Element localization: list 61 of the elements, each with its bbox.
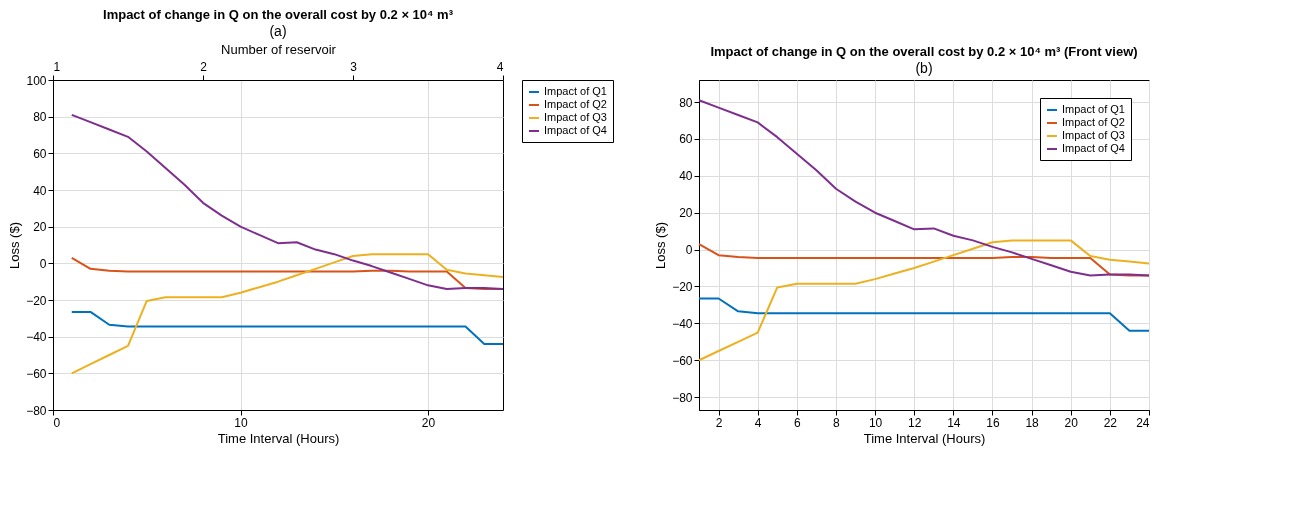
y-tick-label: −60 bbox=[672, 353, 693, 368]
y-tick-label: −20 bbox=[672, 279, 693, 294]
y-tick-label: −80 bbox=[672, 390, 693, 405]
legend-label: Impact of Q3 bbox=[1062, 129, 1125, 141]
x2-tick-label: 2 bbox=[200, 59, 208, 74]
legend-label: Impact of Q2 bbox=[1062, 116, 1125, 128]
line-series bbox=[698, 99, 1150, 277]
x-tick-label: 0 bbox=[53, 415, 61, 430]
y-axis-title: Loss ($) bbox=[653, 222, 669, 269]
x2-axis-title: Number of reservoir bbox=[221, 41, 337, 57]
x-tick-label: 14 bbox=[947, 415, 961, 430]
y-tick-label: 80 bbox=[679, 95, 693, 110]
x-tick-label: 4 bbox=[754, 415, 762, 430]
x-tick-label: 20 bbox=[421, 415, 436, 430]
y-tick-label: −40 bbox=[672, 316, 693, 331]
x2-tick-label: 4 bbox=[496, 59, 504, 74]
y-axis-title: Loss ($) bbox=[7, 222, 23, 269]
x-tick-label: 18 bbox=[1025, 415, 1040, 430]
x-tick-label: 2 bbox=[715, 415, 723, 430]
legend-label: Impact of Q2 bbox=[544, 98, 607, 110]
y-tick-label: 60 bbox=[33, 146, 47, 161]
y-tick-label: 60 bbox=[679, 132, 693, 147]
y-tick-label: 80 bbox=[33, 110, 47, 125]
line-series bbox=[698, 297, 1150, 332]
y-tick-label: 20 bbox=[33, 220, 47, 235]
x2-tick-label: 1 bbox=[53, 59, 61, 74]
line-series bbox=[70, 310, 504, 345]
x-tick-label: 24 bbox=[1136, 415, 1150, 430]
x-tick-label: 10 bbox=[868, 415, 883, 430]
chart-title: Impact of change in Q on the overall cost by 0.2 × 10⁴ m³ bbox=[103, 7, 454, 22]
y-tick-label: −20 bbox=[26, 293, 47, 308]
x-tick-label: 20 bbox=[1064, 415, 1079, 430]
y-tick-label: 100 bbox=[26, 73, 47, 88]
x-tick-label: 22 bbox=[1103, 415, 1118, 430]
y-tick-label: −80 bbox=[26, 403, 47, 418]
line-series bbox=[70, 113, 504, 290]
legend-label: Impact of Q4 bbox=[1062, 142, 1125, 154]
y-tick-label: 0 bbox=[39, 256, 47, 271]
x2-tick-label: 3 bbox=[350, 59, 358, 74]
x-tick-label: 8 bbox=[833, 415, 841, 430]
line-series bbox=[70, 253, 504, 375]
y-tick-label: 40 bbox=[679, 169, 693, 184]
y-tick-label: 0 bbox=[685, 243, 693, 258]
legend-label: Impact of Q1 bbox=[1062, 103, 1125, 115]
x-tick-label: 12 bbox=[908, 415, 922, 430]
x-axis-title: Time Interval (Hours) bbox=[217, 430, 340, 446]
legend-label: Impact of Q4 bbox=[544, 124, 607, 136]
y-tick-label: −60 bbox=[26, 366, 47, 381]
line-series bbox=[698, 239, 1150, 362]
x-tick-label: 10 bbox=[234, 415, 248, 430]
y-tick-label: −40 bbox=[26, 330, 47, 345]
x-axis-title: Time Interval (Hours) bbox=[863, 430, 986, 446]
chart-title: Impact of change in Q on the overall cost by 0.2 × 10⁴ m³ (Front view) bbox=[710, 44, 1138, 59]
y-tick-label: 20 bbox=[679, 206, 693, 221]
y-tick-label: 40 bbox=[33, 183, 47, 198]
text: (b) bbox=[915, 60, 933, 76]
legend-label: Impact of Q1 bbox=[544, 85, 607, 97]
legend-label: Impact of Q3 bbox=[544, 111, 607, 123]
x-tick-label: 6 bbox=[793, 415, 801, 430]
text: (a) bbox=[269, 23, 287, 39]
x-tick-label: 16 bbox=[986, 415, 1000, 430]
